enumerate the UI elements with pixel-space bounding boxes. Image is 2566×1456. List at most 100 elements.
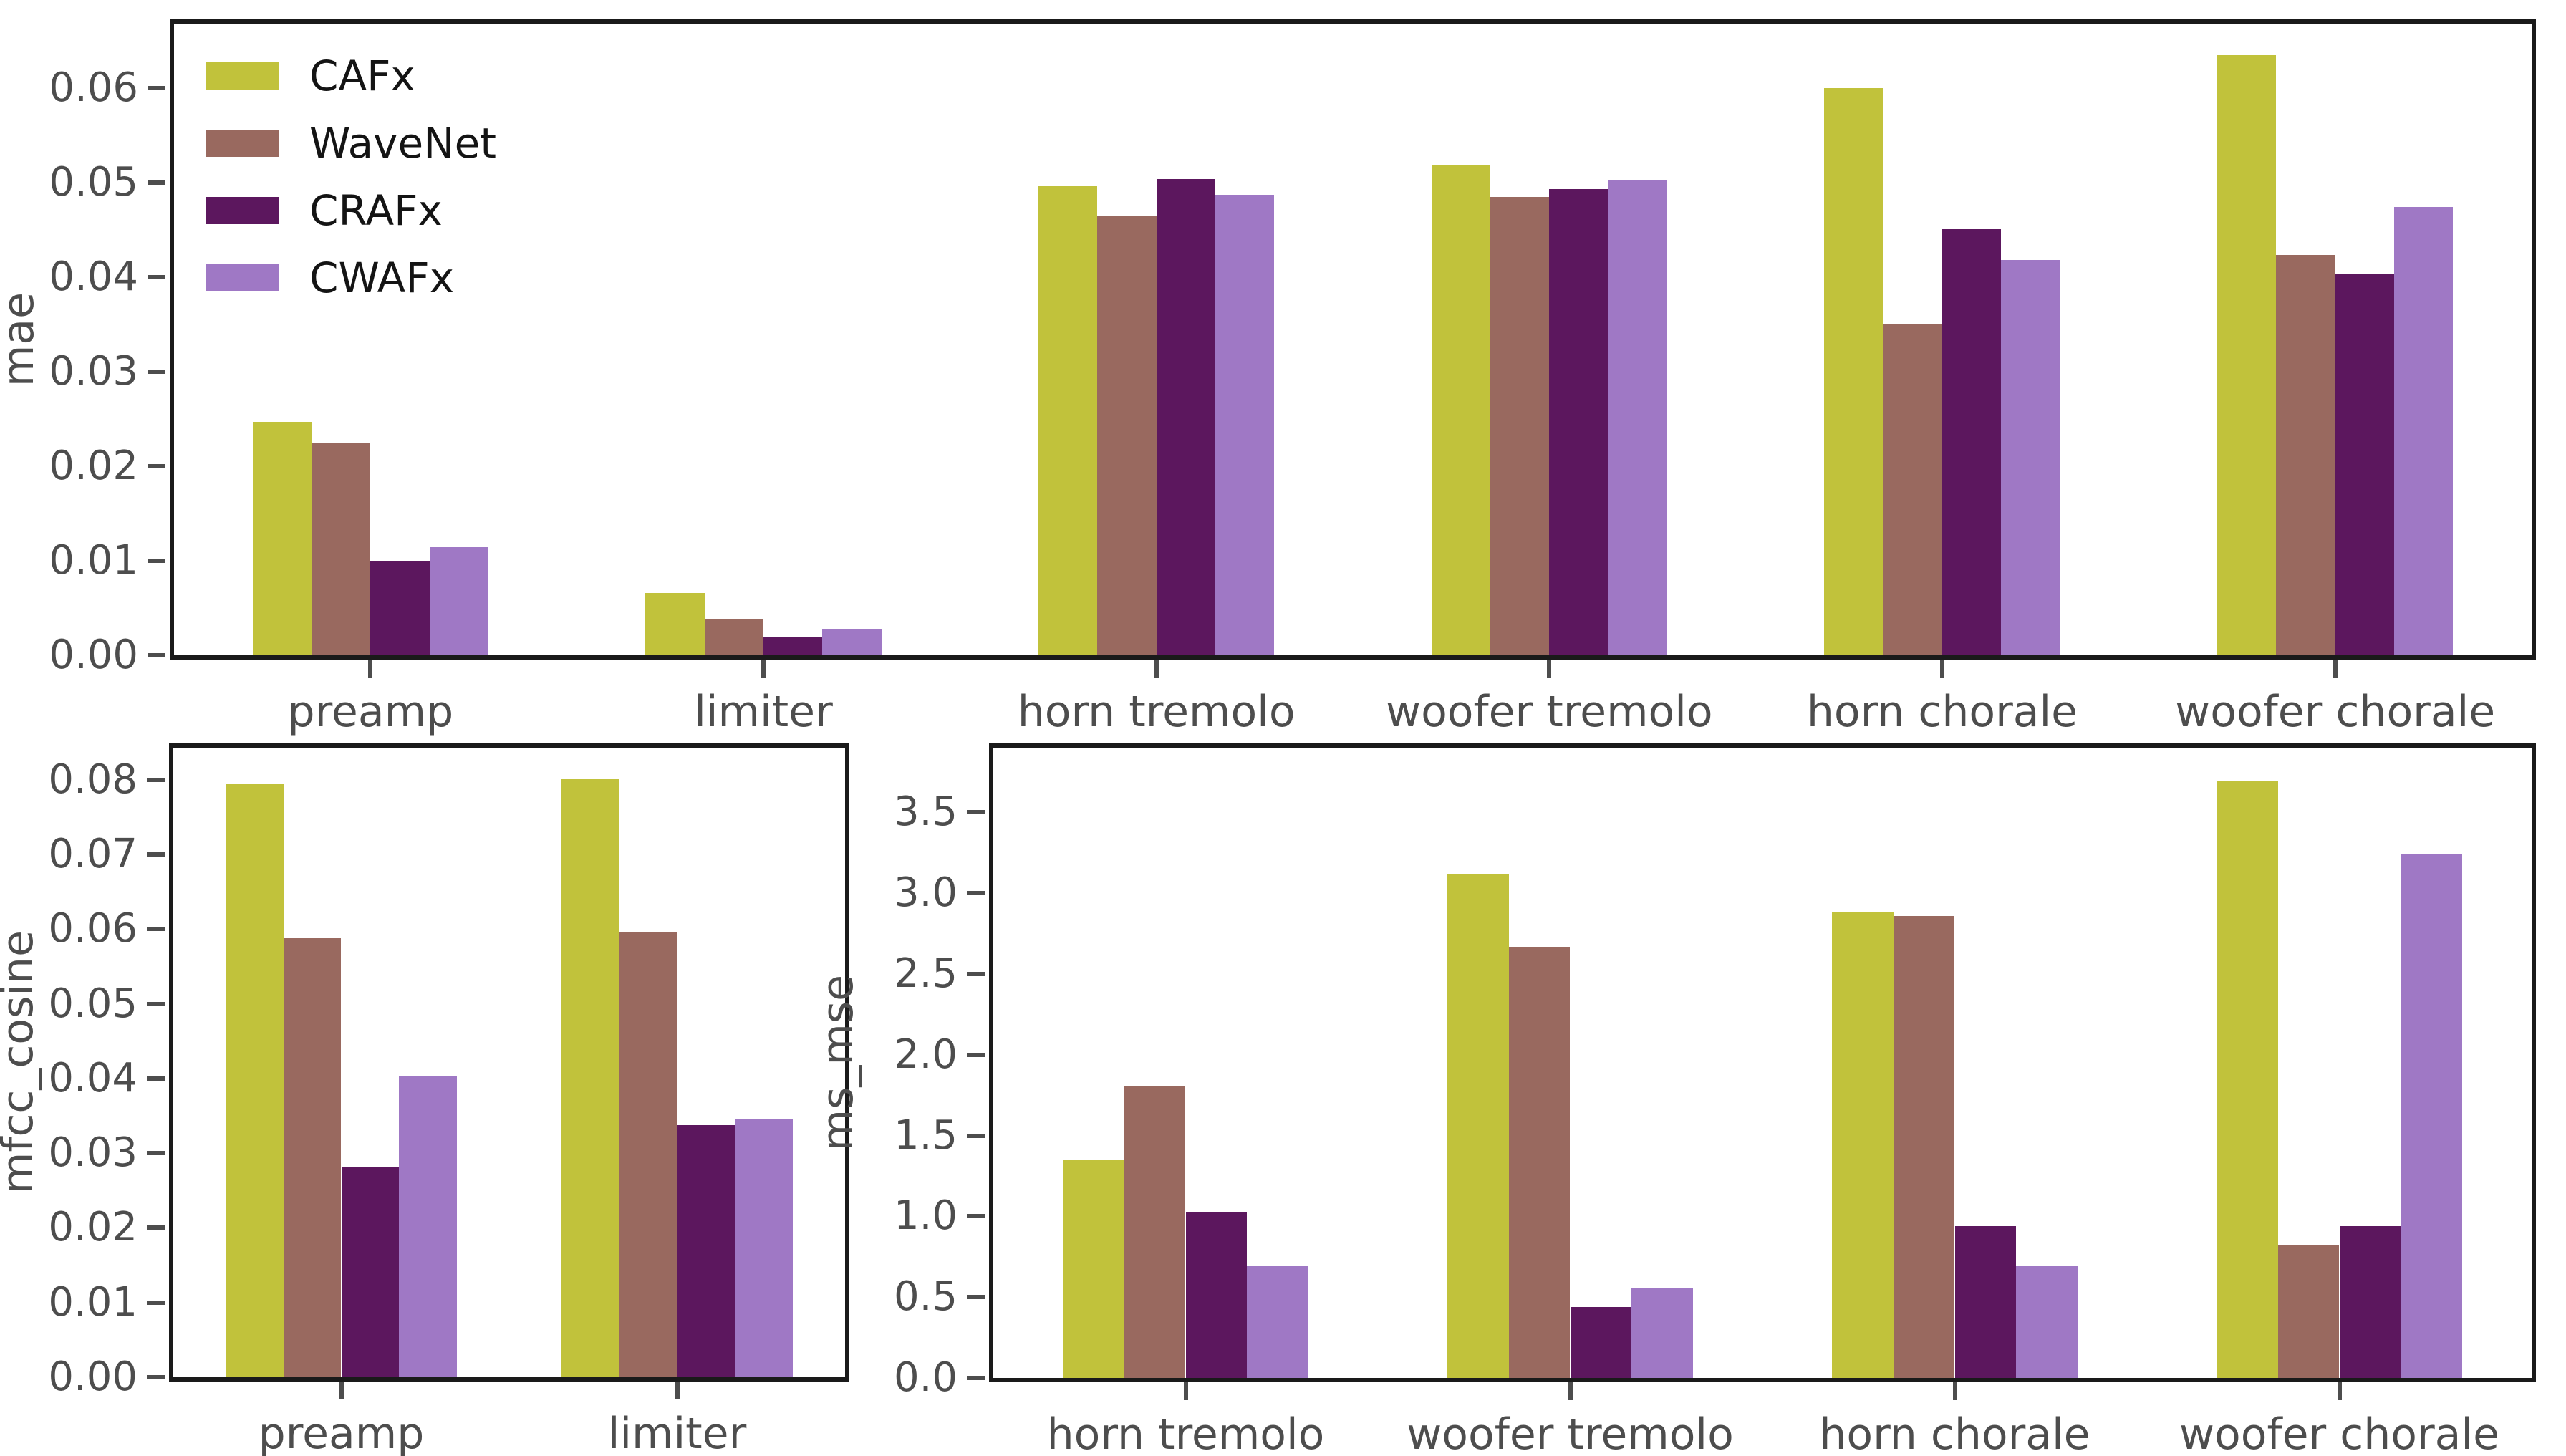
bar-cafx-woofer-tremolo (1431, 165, 1491, 655)
x-tick-label: limiter (694, 687, 833, 737)
legend-label-crafx: CRAFx (309, 186, 443, 235)
y-tick-label: 0.04 (49, 253, 138, 300)
bar-cwafx-woofer-chorale (2393, 207, 2454, 655)
bar-crafx-woofer-tremolo (1549, 189, 1608, 655)
bar-wavenet-woofer-tremolo (1490, 196, 1550, 655)
bar-crafx-woofer-chorale (2335, 274, 2394, 655)
legend-item: WaveNet (206, 122, 496, 164)
bar-cwafx-woofer-tremolo (1608, 180, 1667, 655)
bar-crafx-woofer-chorale (2339, 1225, 2401, 1378)
y-tick-label: 3.5 (893, 789, 958, 836)
bar-crafx-preamp (370, 560, 430, 655)
y-tick-label: 0.00 (48, 1354, 138, 1400)
y-tick-label: 0.01 (48, 1278, 138, 1326)
bar-cafx-horn-chorale (1831, 912, 1894, 1378)
x-tick-label: limiter (607, 1409, 747, 1456)
x-tick-mark (675, 1382, 680, 1399)
bar-cwafx-woofer-tremolo (1631, 1287, 1694, 1378)
y-tick-label: 0.02 (49, 442, 138, 489)
x-tick-label: preamp (258, 1409, 425, 1456)
legend-label-cafx: CAFx (309, 52, 415, 100)
bar-cwafx-horn-tremolo (1215, 194, 1275, 655)
y-tick-label: 0.06 (49, 64, 138, 111)
mfcc-cosine-chart: 0.00 0.01 0.02 0.03 0.04 0.05 0.06 0.07 0.08 prea… (0, 743, 849, 1456)
legend-swatch-crafx (206, 197, 279, 224)
y-tick-label: 2.5 (893, 950, 958, 997)
x-tick-mark (2337, 1382, 2342, 1400)
bar-cwafx-woofer-chorale (2401, 854, 2463, 1378)
bar-cwafx-limiter (822, 629, 882, 655)
x-tick-mark (1547, 660, 1552, 678)
y-tick-mark (967, 1133, 985, 1138)
x-tick-label: woofer chorale (2179, 1409, 2499, 1456)
legend-swatch-wavenet (206, 130, 279, 157)
y-tick-label: 0.07 (48, 831, 138, 878)
y-tick-mark (967, 810, 985, 815)
y-tick-mark (148, 653, 165, 657)
bar-wavenet-woofer-chorale (2276, 255, 2335, 655)
bar-crafx-horn-tremolo (1185, 1211, 1248, 1378)
y-tick-label: 0.05 (49, 158, 138, 206)
x-tick-mark (1940, 660, 1944, 678)
bar-cafx-preamp (252, 421, 312, 655)
y-tick-mark (148, 558, 165, 563)
bar-cafx-limiter (645, 592, 705, 655)
bar-wavenet-horn-tremolo (1124, 1085, 1186, 1378)
y-tick-mark (967, 971, 985, 976)
y-tick-mark (147, 1076, 165, 1081)
bar-wavenet-preamp (283, 937, 342, 1377)
y-tick-mark (967, 1295, 985, 1300)
bar-cafx-woofer-chorale (2216, 781, 2278, 1378)
mae-y-axis-label: mae (0, 24, 44, 655)
legend-swatch-cwafx (206, 264, 279, 291)
bar-cwafx-preamp (399, 1076, 457, 1377)
x-tick-label: horn tremolo (1017, 687, 1296, 737)
y-tick-mark (147, 927, 165, 932)
bar-cwafx-horn-chorale (2001, 260, 2060, 655)
x-tick-mark (1154, 660, 1159, 678)
legend-item: CAFx (206, 55, 496, 97)
bar-cwafx-horn-tremolo (1247, 1266, 1309, 1378)
y-tick-mark (147, 1001, 165, 1006)
legend-item: CRAFx (206, 190, 496, 231)
x-tick-mark (1183, 1382, 1188, 1400)
mae-plot-area: 0.00 0.01 0.02 0.03 0.04 0.05 0.06 preamp limite… (49, 24, 2532, 737)
legend-item: CWAFx (206, 257, 496, 299)
y-tick-label: 1.5 (893, 1112, 958, 1159)
bar-cafx-preamp (226, 784, 284, 1377)
x-tick-label: horn tremolo (1046, 1409, 1325, 1456)
y-tick-mark (148, 180, 165, 185)
x-tick-label: woofer chorale (2175, 687, 2496, 737)
y-tick-label: 0.03 (48, 1129, 138, 1177)
bar-cwafx-preamp (429, 547, 488, 655)
y-tick-label: 3.0 (893, 869, 958, 917)
bar-crafx-preamp (341, 1167, 400, 1377)
y-tick-mark (967, 1052, 985, 1057)
bar-cafx-horn-tremolo (1062, 1160, 1124, 1378)
mae-y-axis-label-text: mae (0, 291, 44, 387)
x-tick-label: horn chorale (1819, 1409, 2090, 1456)
y-tick-mark (148, 369, 165, 374)
bar-cwafx-horn-chorale (2016, 1266, 2078, 1378)
y-tick-mark (967, 1376, 985, 1380)
mfcc-cosine-y-axis-label: mfcc_cosine (0, 748, 43, 1377)
y-tick-mark (148, 274, 165, 279)
y-tick-label: 0.01 (49, 536, 138, 584)
bar-cafx-horn-chorale (1824, 87, 1883, 655)
bar-wavenet-preamp (312, 443, 371, 655)
y-tick-label: 0.03 (49, 347, 138, 395)
x-tick-label: woofer tremolo (1386, 687, 1713, 737)
y-tick-mark (147, 1151, 165, 1156)
x-tick-mark (761, 660, 766, 678)
bar-crafx-horn-chorale (1942, 228, 2002, 655)
y-tick-label: 0.08 (48, 756, 138, 803)
bar-wavenet-limiter (619, 932, 677, 1377)
y-tick-label: 1.0 (893, 1192, 958, 1240)
bar-wavenet-woofer-chorale (2277, 1245, 2340, 1378)
ms-mse-chart: 0.0 0.5 1.0 1.5 2.0 2.5 3.0 3.5 horn tremolo woof… (813, 743, 2536, 1456)
y-tick-label: 0.5 (893, 1273, 958, 1321)
y-tick-mark (147, 777, 165, 782)
bar-crafx-woofer-tremolo (1570, 1306, 1632, 1378)
ms-mse-plot-area: 0.0 0.5 1.0 1.5 2.0 2.5 3.0 3.5 horn tremolo woof… (894, 748, 2532, 1456)
